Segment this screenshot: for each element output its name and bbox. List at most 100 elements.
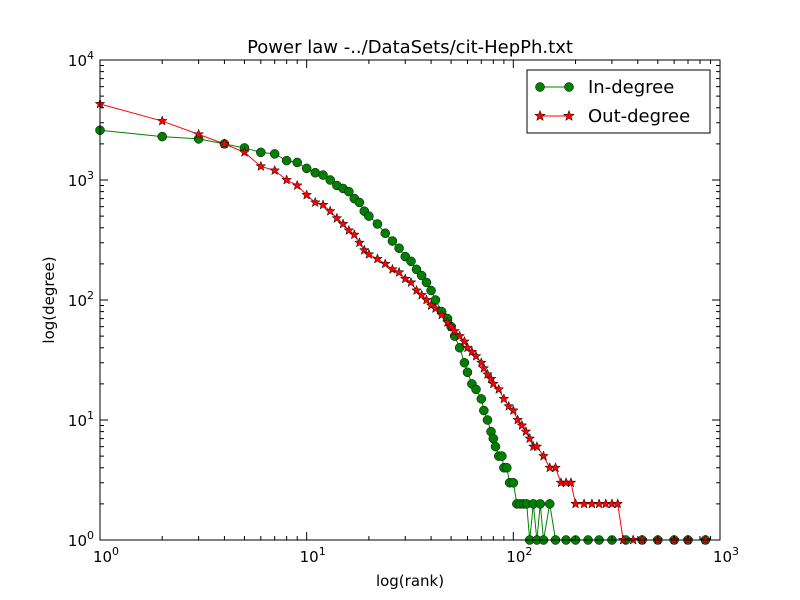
legend-marker-out-degree	[563, 109, 575, 122]
data-point	[462, 342, 473, 353]
x-tick-label: 103	[713, 545, 739, 566]
data-point	[459, 335, 470, 347]
data-point	[479, 405, 489, 416]
data-point	[550, 462, 561, 473]
legend-box	[526, 69, 711, 134]
data-point	[269, 164, 281, 176]
data-point	[239, 146, 250, 157]
data-point	[538, 450, 549, 461]
data-point	[565, 477, 577, 488]
data-point	[255, 160, 267, 171]
data-point	[331, 212, 343, 223]
data-point	[490, 441, 501, 452]
data-point	[301, 189, 313, 200]
data-point	[394, 243, 404, 253]
data-point	[281, 155, 292, 166]
data-point	[471, 384, 481, 395]
data-point	[488, 433, 499, 444]
data-point	[475, 357, 487, 368]
data-point	[301, 163, 312, 174]
data-point	[612, 498, 624, 509]
data-point	[421, 294, 432, 305]
data-point	[535, 499, 546, 509]
data-point	[466, 346, 478, 357]
data-point	[380, 228, 390, 238]
data-point	[507, 404, 519, 416]
data-point	[502, 463, 512, 473]
data-point	[156, 115, 168, 126]
chart-title: Power law -../DataSets/cit-HepPh.txt	[247, 37, 573, 58]
data-point	[348, 228, 360, 240]
data-point	[476, 394, 487, 404]
data-point	[482, 415, 493, 425]
data-point	[421, 277, 432, 288]
data-point	[425, 299, 437, 311]
data-point	[544, 499, 555, 509]
y-tick-label: 102	[68, 289, 94, 310]
data-point	[416, 270, 427, 281]
data-point	[508, 478, 519, 488]
data-point	[497, 451, 507, 461]
legend-marker-in-degree	[564, 82, 574, 92]
data-point	[344, 186, 354, 197]
data-point	[399, 273, 411, 284]
data-point	[337, 218, 349, 229]
data-point	[512, 414, 524, 425]
data-point	[524, 432, 536, 444]
data-point	[459, 358, 470, 368]
legend-label-out-degree: Out-degree	[588, 106, 690, 127]
data-point	[386, 263, 398, 274]
data-point	[325, 175, 335, 185]
data-point	[379, 258, 391, 269]
data-point	[470, 350, 482, 361]
x-tick-label: 100	[93, 545, 119, 566]
data-point	[498, 393, 510, 404]
y-tick-label: 103	[68, 169, 94, 190]
data-point	[482, 368, 493, 379]
data-point	[411, 264, 422, 275]
data-point	[343, 224, 355, 236]
legend-marker-in-degree	[535, 82, 545, 92]
data-point	[269, 149, 280, 159]
data-point	[531, 440, 543, 452]
data-point	[157, 131, 167, 142]
data-point	[354, 197, 365, 208]
data-point	[449, 325, 461, 336]
data-point	[430, 302, 441, 314]
data-point	[256, 147, 266, 158]
y-tick-label: 101	[68, 409, 94, 430]
x-axis-label: log(rank)	[376, 572, 444, 590]
data-point	[281, 174, 293, 185]
data-point	[193, 128, 205, 139]
data-point	[309, 196, 321, 208]
data-point	[393, 266, 405, 277]
series-in-degree	[95, 125, 711, 545]
data-point	[442, 316, 453, 328]
data-point	[462, 367, 473, 377]
data-point	[454, 330, 466, 341]
data-point	[387, 236, 398, 246]
data-point	[406, 256, 416, 267]
data-point	[411, 284, 422, 296]
legend: In-degree Out-degree	[526, 69, 711, 134]
data-point	[318, 170, 328, 180]
data-point	[353, 237, 365, 248]
data-point	[416, 289, 428, 300]
data-point	[405, 276, 417, 288]
data-point	[291, 179, 303, 191]
data-point	[372, 253, 383, 264]
data-point	[478, 362, 490, 373]
data-point	[520, 425, 532, 437]
x-tick-label: 101	[300, 545, 326, 566]
data-point	[436, 309, 448, 320]
legend-marker-out-degree	[534, 109, 546, 122]
data-point	[426, 285, 436, 296]
data-point	[445, 320, 457, 332]
data-point	[372, 219, 383, 229]
data-point	[363, 248, 375, 259]
tick-layer: 100 101 102 103 100 101 102 103 104	[68, 49, 739, 566]
data-point	[218, 138, 230, 149]
data-point	[485, 373, 497, 384]
legend-label-in-degree: In-degree	[588, 77, 674, 98]
data-point	[516, 419, 528, 431]
